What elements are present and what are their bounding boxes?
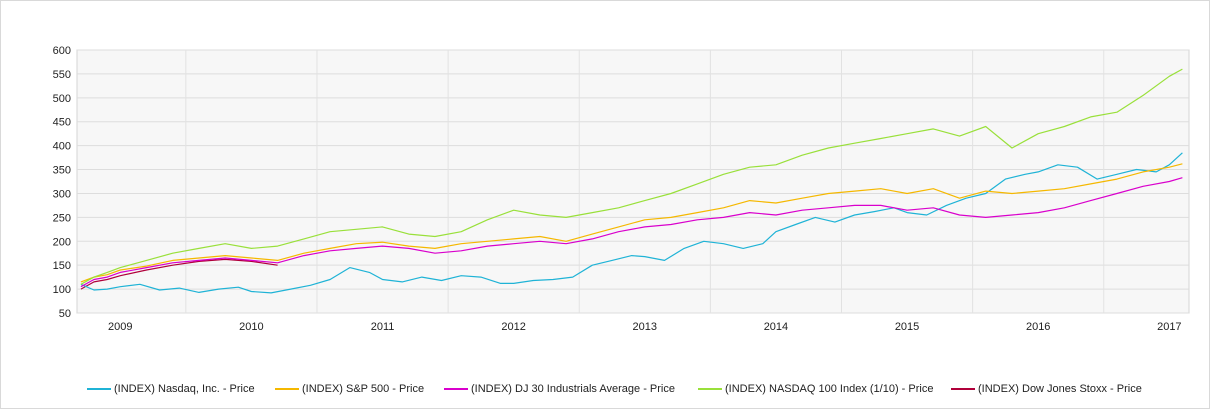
plot-area	[76, 49, 1190, 314]
x-tick-label: 2015	[895, 321, 919, 333]
y-axis-tick-labels: 50 100 150 200 250 300 350 400 450 500 550 600	[53, 45, 71, 320]
y-tick-label: 50	[59, 308, 71, 320]
legend-swatch	[275, 388, 299, 390]
legend-label: (INDEX) Nasdaq, Inc. - Price	[114, 383, 255, 395]
series-line-2	[80, 177, 1183, 288]
x-tick-label: 2011	[371, 321, 395, 333]
y-tick-label: 350	[53, 165, 71, 177]
y-tick-label: 450	[53, 117, 71, 129]
y-tick-label: 400	[53, 141, 71, 153]
x-tick-label: 2012	[501, 321, 525, 333]
y-tick-label: 600	[53, 45, 71, 57]
y-tick-label: 100	[53, 284, 71, 296]
y-tick-label: 150	[53, 260, 71, 272]
series-lines	[80, 68, 1183, 294]
legend-swatch	[951, 388, 975, 390]
y-tick-label: 200	[53, 236, 71, 248]
vertical-gridlines	[185, 50, 1105, 313]
legend-label: (INDEX) DJ 30 Industrials Average - Pric…	[471, 383, 675, 395]
series-line-4	[80, 258, 278, 290]
series-line-1	[80, 163, 1183, 283]
x-tick-label: 2016	[1026, 321, 1050, 333]
chart-legend: (INDEX) Nasdaq, Inc. - Price (INDEX) S&P …	[1, 379, 1210, 399]
legend-swatch	[698, 388, 722, 390]
y-tick-label: 550	[53, 69, 71, 81]
x-tick-label: 2009	[108, 321, 132, 333]
y-tick-label: 250	[53, 212, 71, 224]
legend-swatch	[87, 388, 111, 390]
x-tick-label: 2010	[239, 321, 263, 333]
series-line-0	[80, 152, 1183, 294]
y-tick-label: 300	[53, 188, 71, 200]
legend-item[interactable]: (INDEX) DJ 30 Industrials Average - Pric…	[444, 379, 675, 399]
horizontal-gridlines	[77, 49, 1189, 314]
legend-swatch	[444, 388, 468, 390]
x-tick-label: 2014	[764, 321, 788, 333]
legend-label: (INDEX) NASDAQ 100 Index (1/10) - Price	[725, 383, 934, 395]
x-tick-label: 2013	[633, 321, 657, 333]
x-axis-tick-labels: 2009 2010 2011 2012 2013 2014 2015 2016 2017	[108, 321, 1182, 333]
legend-item[interactable]: (INDEX) NASDAQ 100 Index (1/10) - Price	[698, 379, 933, 399]
y-tick-label: 500	[53, 93, 71, 105]
legend-label: (INDEX) S&P 500 - Price	[302, 383, 425, 395]
x-tick-label: 2017	[1157, 321, 1181, 333]
series-line-3	[80, 68, 1183, 285]
legend-item[interactable]: (INDEX) Dow Jones Stoxx - Price	[951, 379, 1142, 399]
legend-label: (INDEX) Dow Jones Stoxx - Price	[978, 383, 1142, 395]
legend-item[interactable]: (INDEX) S&P 500 - Price	[275, 379, 424, 399]
legend-item[interactable]: (INDEX) Nasdaq, Inc. - Price	[87, 379, 255, 399]
